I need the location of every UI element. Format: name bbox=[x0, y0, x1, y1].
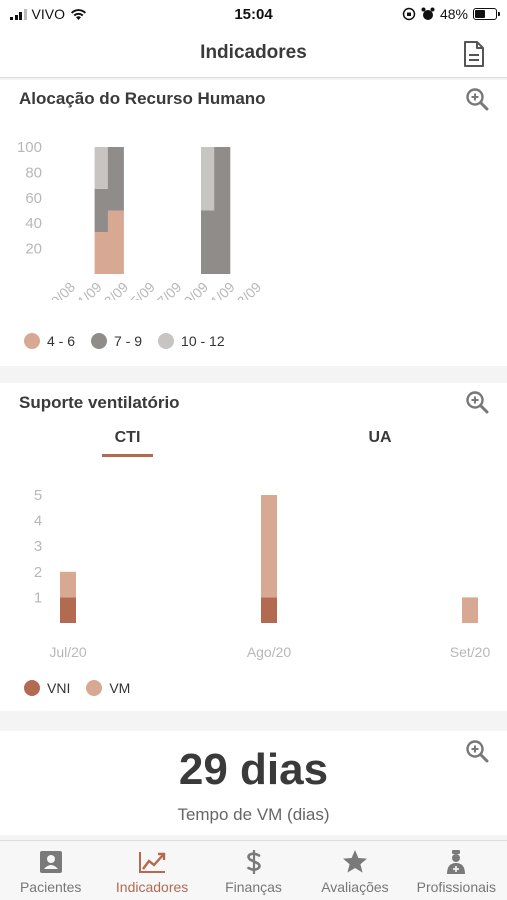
battery-label: 48% bbox=[439, 6, 468, 22]
bar-segment-10-12 bbox=[94, 147, 111, 189]
tab-cti[interactable]: CTI bbox=[114, 429, 141, 446]
bar-segment-vm bbox=[462, 597, 478, 623]
legend-label-10-12: 10 - 12 bbox=[181, 333, 225, 349]
y-tick-label: 3 bbox=[34, 538, 42, 555]
status-time: 15:04 bbox=[234, 6, 273, 23]
y-tick-label: 4 bbox=[34, 513, 42, 530]
status-left: VIVO bbox=[10, 6, 87, 22]
x-tick-label: Set/20 bbox=[450, 644, 491, 660]
legend-label-7-9: 7 - 9 bbox=[114, 333, 143, 349]
document-icon[interactable] bbox=[461, 40, 487, 68]
legend-dot-4-6 bbox=[24, 333, 40, 349]
vm-time-value: 29 dias bbox=[178, 745, 329, 794]
legend-label-vm: VM bbox=[109, 680, 131, 696]
x-tick-label: Ago/20 bbox=[247, 644, 292, 660]
orientation-lock-icon bbox=[402, 7, 416, 21]
hr-allocation-legend: 4 - 6 7 - 9 10 - 12 bbox=[24, 333, 241, 349]
wifi-icon bbox=[70, 8, 86, 20]
tab-cti-underline bbox=[102, 454, 153, 457]
vm-time-label: Tempo de VM (dias) bbox=[177, 805, 330, 824]
hr-allocation-card: Alocação do Recurso Humano 20 40 60 80 100 30… bbox=[0, 80, 507, 366]
legend-item-vni: VNI bbox=[24, 680, 70, 696]
bar-segment-vm bbox=[261, 495, 277, 598]
tab-bar-item-financas[interactable]: Finanças bbox=[203, 841, 304, 900]
page-title: Indicadores bbox=[200, 42, 307, 63]
tab-bar-item-profissionais[interactable]: Profissionais bbox=[406, 841, 507, 900]
dollar-icon bbox=[246, 850, 261, 874]
zoom-in-icon[interactable] bbox=[465, 739, 489, 763]
patient-card-icon bbox=[39, 851, 62, 873]
y-tick-label: 2 bbox=[34, 564, 42, 581]
bar-segment-10-12 bbox=[201, 147, 217, 211]
x-tick-label: Jul/20 bbox=[49, 644, 87, 660]
legend-item-4-6: 4 - 6 bbox=[24, 333, 75, 349]
y-tick-label: 20 bbox=[25, 241, 42, 258]
status-right: 48% bbox=[402, 6, 500, 22]
star-icon bbox=[342, 850, 367, 873]
vm-time-card: 29 dias Tempo de VM (dias) bbox=[0, 731, 507, 835]
signal-icon bbox=[10, 8, 27, 20]
tab-bar-label-financas: Finanças bbox=[225, 879, 282, 895]
tab-bar-label-avaliacoes: Avaliações bbox=[321, 879, 389, 895]
tab-bar-item-indicadores[interactable]: Indicadores bbox=[101, 841, 202, 900]
legend-label-4-6: 4 - 6 bbox=[47, 333, 76, 349]
battery-icon bbox=[473, 8, 500, 20]
ventilatory-support-card: Suporte ventilatório CTI UA 1 2 3 4 5 Jul/20 A… bbox=[0, 383, 507, 711]
hr-allocation-title: Alocação do Recurso Humano bbox=[19, 89, 266, 108]
bar-segment-7-9 bbox=[201, 210, 217, 274]
tab-bar-label-profissionais: Profissionais bbox=[416, 879, 497, 895]
legend-dot-7-9 bbox=[91, 333, 108, 349]
bottom-tab-bar: Pacientes Indicadores Finanças Avaliaçõe… bbox=[0, 840, 507, 900]
legend-label-vni: VNI bbox=[47, 680, 71, 696]
bar-segment-7-9 bbox=[107, 147, 124, 211]
legend-dot-vm bbox=[86, 680, 103, 696]
y-tick-label: 60 bbox=[25, 190, 42, 207]
y-tick-label: 40 bbox=[25, 215, 42, 232]
legend-dot-vni bbox=[24, 680, 40, 696]
legend-dot-10-12 bbox=[158, 333, 175, 349]
zoom-in-icon[interactable] bbox=[465, 87, 489, 111]
legend-item-7-9: 7 - 9 bbox=[91, 333, 142, 349]
bar-segment-vm bbox=[60, 571, 76, 598]
tab-bar-label-pacientes: Pacientes bbox=[19, 879, 82, 895]
status-bar: VIVO 15:04 48% bbox=[0, 0, 507, 30]
tab-bar-item-pacientes[interactable]: Pacientes bbox=[0, 841, 101, 900]
y-tick-label: 5 bbox=[34, 487, 42, 504]
bar-segment-4-6 bbox=[107, 210, 124, 274]
tab-ua[interactable]: UA bbox=[368, 429, 392, 446]
ventilatory-support-title: Suporte ventilatório bbox=[19, 393, 180, 412]
legend-item-10-12: 10 - 12 bbox=[158, 333, 225, 349]
zoom-in-icon[interactable] bbox=[465, 390, 489, 414]
doctor-icon bbox=[447, 850, 466, 874]
bar-segment-4-6 bbox=[94, 232, 111, 274]
y-tick-label: 80 bbox=[25, 164, 42, 181]
ventilatory-legend: VNI VM bbox=[24, 680, 146, 696]
bar-segment-7-9 bbox=[94, 188, 111, 233]
tab-bar-item-avaliacoes[interactable]: Avaliações bbox=[304, 841, 405, 900]
y-tick-label: 1 bbox=[34, 589, 42, 606]
legend-item-vm: VM bbox=[86, 680, 130, 696]
bar-segment-vni bbox=[60, 597, 76, 623]
hr-allocation-chart: 2040608010030/0801/0903/0905/0907/0909/0… bbox=[17, 139, 264, 300]
x-tick-label: 30/08 bbox=[42, 279, 78, 300]
carrier-label: VIVO bbox=[31, 6, 65, 22]
tab-bar-label-indicadores: Indicadores bbox=[115, 879, 189, 895]
nav-header: Indicadores bbox=[0, 30, 507, 78]
ventilatory-support-chart: 1 2 3 4 5 Jul/20 Ago/20 Set/20 bbox=[34, 487, 491, 660]
bar-segment-7-9 bbox=[214, 147, 231, 274]
alarm-icon bbox=[421, 7, 435, 20]
trend-chart-icon bbox=[139, 852, 166, 873]
y-tick-label: 100 bbox=[17, 139, 42, 156]
bar-segment-vni bbox=[261, 597, 277, 623]
